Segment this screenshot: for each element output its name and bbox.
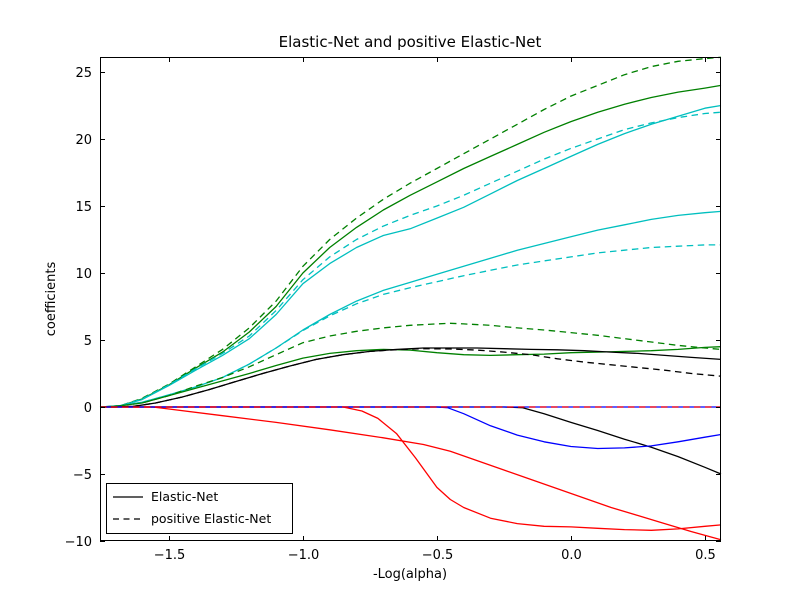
y-tick-label: 5 (84, 334, 92, 349)
y-tick-label: −5 (73, 468, 92, 483)
y-tick-label: 15 (75, 200, 92, 215)
series-enet-cyan-2 (99, 210, 722, 408)
y-tick-label: 0 (84, 401, 92, 416)
series-positive-enet-cyan-1 (99, 111, 722, 408)
y-tick-label: −10 (65, 535, 92, 550)
chart-title: Elastic-Net and positive Elastic-Net (279, 33, 542, 51)
series-enet-cyan-1 (99, 104, 722, 408)
series-positive-enet-green-1 (99, 56, 722, 408)
x-axis-label: -Log(alpha) (373, 567, 447, 582)
y-tick-label: 25 (75, 66, 92, 81)
series-enet-green-2 (99, 346, 722, 408)
legend: Elastic-Net positive Elastic-Net (106, 483, 293, 534)
y-axis-label: coefficients (44, 262, 59, 337)
legend-box (106, 483, 293, 534)
series-enet-black-2 (100, 406, 722, 475)
series-enet-red-2 (100, 406, 722, 531)
series-enet-black-1 (100, 347, 722, 408)
series-positive-enet-black-1 (100, 348, 722, 408)
y-tick-label: 10 (75, 267, 92, 282)
y-tick-label: 20 (75, 133, 92, 148)
series-positive-enet-cyan-2 (99, 244, 721, 408)
series-enet-red-1 (100, 406, 722, 541)
axes-frame (100, 57, 721, 541)
legend-label-positive-elastic-net: positive Elastic-Net (151, 511, 271, 526)
x-tick-label: −0.5 (422, 548, 454, 563)
x-tick-label: −1.5 (154, 548, 186, 563)
series-positive-enet-green-2 (99, 322, 722, 408)
x-tick-label: 0.5 (695, 548, 716, 563)
ticks-layer: −1.5 −1.0 −0.5 0.0 0.5 25 20 15 10 5 0 −5 −10 (65, 57, 721, 563)
series-enet-blue-1 (100, 406, 722, 450)
legend-label-elastic-net: Elastic-Net (151, 489, 218, 504)
series-enet-green-1 (99, 84, 722, 408)
x-tick-label: −1.0 (288, 548, 320, 563)
series-layer (99, 56, 722, 541)
x-tick-label: 0.0 (561, 548, 582, 563)
